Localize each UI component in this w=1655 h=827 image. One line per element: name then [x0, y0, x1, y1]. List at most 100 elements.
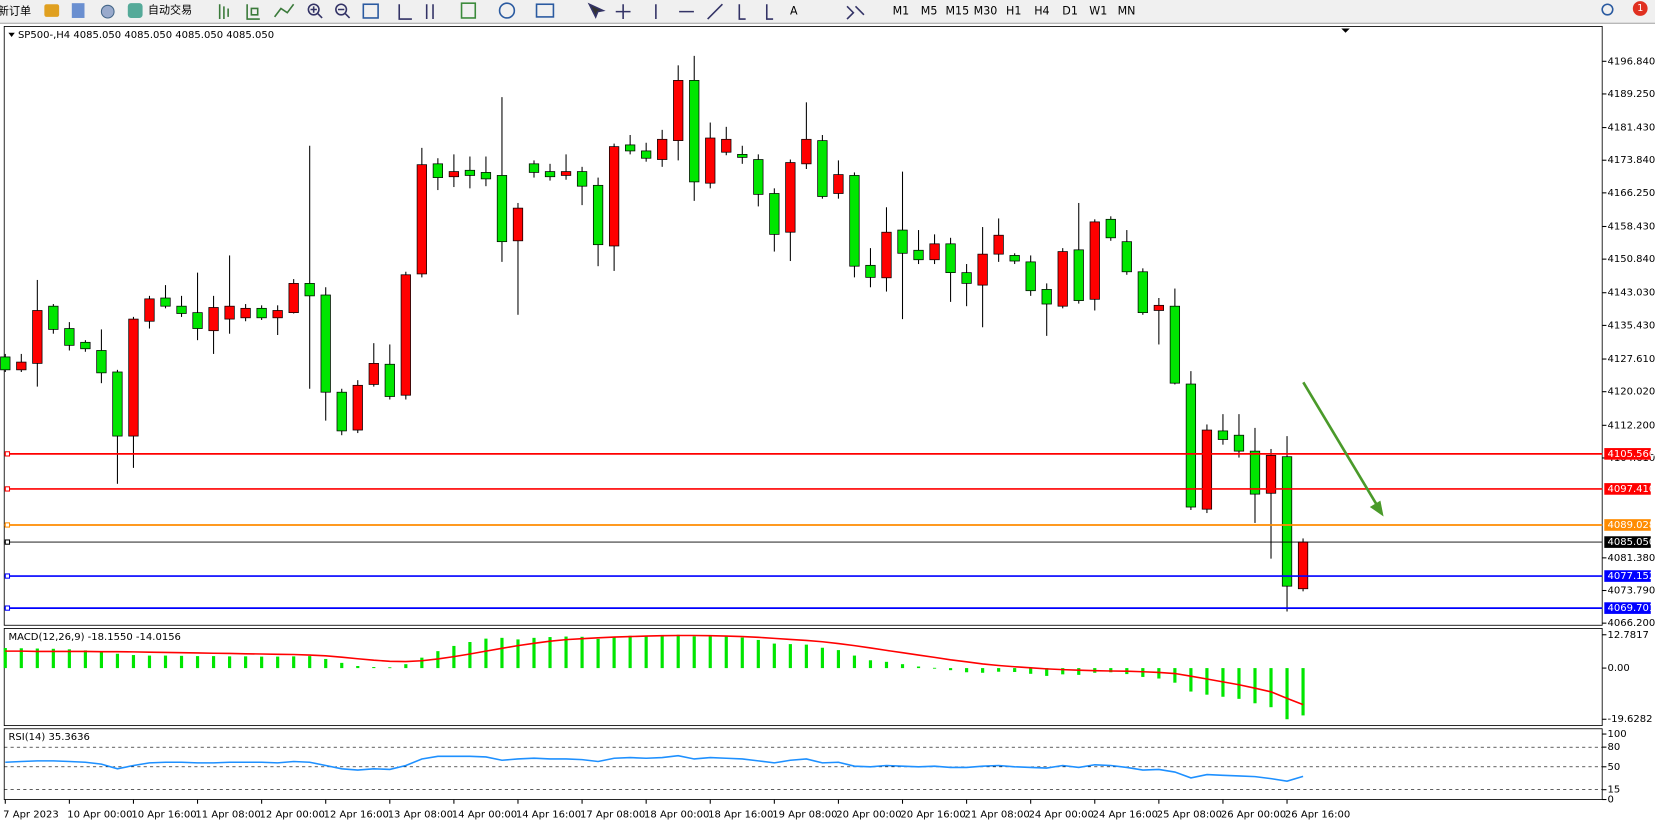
macd-bar [692, 636, 696, 669]
timeframe-button[interactable]: M15 [945, 5, 969, 18]
macd-bar [1285, 668, 1289, 720]
candle-body [1025, 261, 1036, 292]
candle-body [48, 305, 59, 330]
macd-bar [612, 636, 616, 669]
macd-bar [1237, 668, 1241, 699]
indicator-title: SP500-,H4 4085.050 4085.050 4085.050 408… [18, 30, 274, 41]
auto-trading-icon[interactable] [127, 3, 143, 18]
macd-bar [67, 649, 71, 669]
candle-body [705, 137, 716, 184]
price-label: 4097.410 [1607, 484, 1655, 495]
timeframe-button[interactable]: W1 [1089, 5, 1107, 18]
x-tick-label: 24 Apr 00:00 [1029, 809, 1094, 820]
macd-bar [772, 643, 776, 669]
candle-body [320, 294, 331, 393]
icon[interactable] [100, 4, 115, 19]
x-tick-label: 26 Apr 00:00 [1221, 809, 1286, 820]
candle-body [1281, 456, 1293, 587]
timeframe-button[interactable]: H1 [1006, 5, 1021, 18]
price-label: 4089.028 [1607, 520, 1655, 531]
x-tick-label: 25 Apr 08:00 [1157, 809, 1222, 820]
timeframe-button[interactable]: M5 [921, 5, 938, 18]
candle-body [1217, 430, 1229, 440]
search-icon[interactable] [1601, 3, 1614, 16]
y-tick-label: 4181.430 [1607, 123, 1655, 134]
macd-bar [1029, 668, 1033, 674]
timeframe-button[interactable]: MN [1118, 5, 1136, 18]
icon[interactable] [44, 4, 60, 17]
timeframe-button[interactable]: H4 [1034, 5, 1049, 18]
candle-body [272, 310, 283, 319]
candle-body [368, 363, 379, 385]
macd-bar [1013, 668, 1017, 672]
level-anchor [4, 573, 11, 579]
candle-body [961, 272, 972, 284]
macd-bar [724, 636, 728, 669]
macd-bar [500, 637, 504, 669]
macd-bar [708, 636, 712, 669]
x-tick-label: 14 Apr 00:00 [452, 809, 517, 820]
macd-bar [580, 636, 584, 669]
macd-bar [1061, 668, 1065, 675]
macd-bar [596, 638, 600, 669]
y-tick-label: 4073.790 [1607, 586, 1655, 597]
arrow-head [1369, 500, 1384, 517]
notification-count[interactable]: 1 [1637, 3, 1643, 14]
macd-bar [131, 655, 136, 669]
x-tick-label: 18 Apr 00:00 [644, 809, 709, 820]
candle-body [993, 234, 1004, 255]
candle-body [1121, 241, 1132, 273]
macd-bar [1189, 668, 1193, 692]
y-tick-label: 4120.020 [1607, 387, 1655, 398]
x-tick-label: 18 Apr 16:00 [708, 809, 773, 820]
candle-body [1073, 249, 1084, 301]
auto-trading-button[interactable]: 自动交易 [148, 3, 192, 17]
macd-bar [884, 661, 889, 669]
candle-body [352, 384, 363, 431]
toolbar-icons[interactable] [218, 3, 295, 20]
candle-body [769, 193, 780, 235]
text-tool[interactable]: A [790, 5, 798, 18]
x-tick-label: 12 Apr 00:00 [260, 809, 325, 820]
y-tick-label: 100 [1607, 729, 1626, 740]
candle-body [657, 138, 668, 160]
candle-body [1137, 271, 1148, 314]
timeframe-button[interactable]: D1 [1062, 5, 1078, 18]
candle-body [929, 243, 940, 261]
macd-bar [484, 638, 488, 669]
candle-body [608, 146, 620, 247]
candle-body [544, 171, 556, 178]
candle-body [16, 361, 27, 371]
candle-body [576, 171, 588, 187]
macd-bar [788, 644, 792, 669]
macd-bar [965, 668, 969, 673]
timeframe-button[interactable]: M30 [974, 5, 998, 18]
new-order-button[interactable]: 新订单 [0, 4, 31, 18]
icon[interactable] [71, 3, 85, 18]
title-marker [8, 32, 15, 37]
candle-body [641, 150, 652, 159]
candle-body [1089, 221, 1100, 300]
x-tick-label: 17 Apr 08:00 [580, 809, 645, 820]
notification-badge[interactable] [1632, 1, 1648, 16]
candle-body [160, 297, 171, 307]
y-tick-label: 4150.840 [1607, 254, 1655, 265]
timeframe-button[interactable]: M1 [893, 5, 910, 18]
macd-bar [179, 655, 184, 669]
candle-body [625, 144, 636, 152]
candle-body [432, 163, 443, 178]
macd-bar [1253, 668, 1257, 704]
candle-body [400, 274, 411, 396]
macd-bar [1205, 668, 1209, 695]
toolbar-bg [0, 0, 1655, 24]
toolbar: 新订单 自动交易 A M1 M5 M15 M30 H1 H4 D1 W1 MN 1 [0, 0, 1655, 24]
y-tick-label: 4127.610 [1607, 354, 1655, 365]
macd-bar [932, 667, 937, 669]
macd-bar [948, 668, 953, 671]
zoom-icons[interactable] [307, 2, 865, 20]
candle-body [801, 138, 812, 165]
candle-body [721, 138, 732, 153]
candle-body [1169, 305, 1181, 384]
candle-body [176, 305, 187, 314]
macd-bar [1045, 668, 1049, 676]
